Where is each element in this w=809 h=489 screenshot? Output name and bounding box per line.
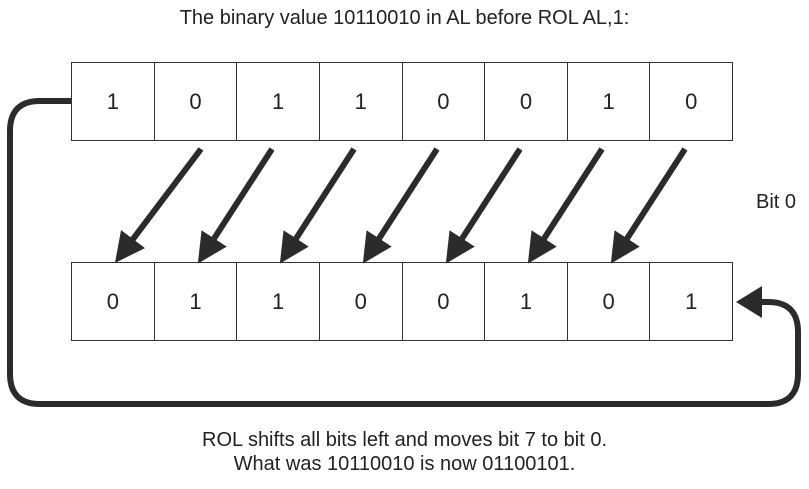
rotate-arrowhead xyxy=(736,286,762,318)
after-bit-2: 1 xyxy=(485,263,568,340)
before-bit-1: 1 xyxy=(568,63,651,140)
diagram-caption: ROL shifts all bits left and moves bit 7… xyxy=(0,428,809,476)
after-bit-3: 0 xyxy=(403,263,486,340)
before-bit-7: 1 xyxy=(72,63,155,140)
bit-0-label: Bit 0 xyxy=(756,191,797,213)
before-bit-2: 0 xyxy=(485,63,568,140)
after-bit-0: 1 xyxy=(685,288,698,314)
shift-arrow-1 xyxy=(114,147,204,263)
diagram-title: The binary value 10110010 in AL before R… xyxy=(179,7,630,29)
shift-arrow-7 xyxy=(610,147,688,264)
caption-line-2: What was 10110010 is now 01100101. xyxy=(233,453,576,475)
before-bit-0: 0 xyxy=(685,88,698,114)
before-bit-3: 0 xyxy=(403,63,486,140)
after-bit-6: 1 xyxy=(155,263,238,340)
shift-arrow-2 xyxy=(197,147,275,264)
shift-arrow-4 xyxy=(362,147,440,264)
after-bit-4: 0 xyxy=(320,263,403,340)
shift-arrow-5 xyxy=(445,147,523,264)
before-bit-4: 1 xyxy=(320,63,403,140)
register-before: 1 0 1 1 0 0 1 0 xyxy=(71,62,733,141)
before-bit-6: 0 xyxy=(155,63,238,140)
after-bit-5: 1 xyxy=(237,263,320,340)
register-after: 0 1 1 0 0 1 0 1 xyxy=(71,262,733,341)
after-bit-1: 0 xyxy=(568,263,651,340)
after-bit-7: 0 xyxy=(72,263,155,340)
shift-arrow-3 xyxy=(279,147,357,264)
shift-arrow-6 xyxy=(527,147,605,264)
rotate-wraparound-arrow xyxy=(7,98,801,407)
before-bit-5: 1 xyxy=(237,63,320,140)
caption-line-1: ROL shifts all bits left and moves bit 7… xyxy=(202,429,607,451)
